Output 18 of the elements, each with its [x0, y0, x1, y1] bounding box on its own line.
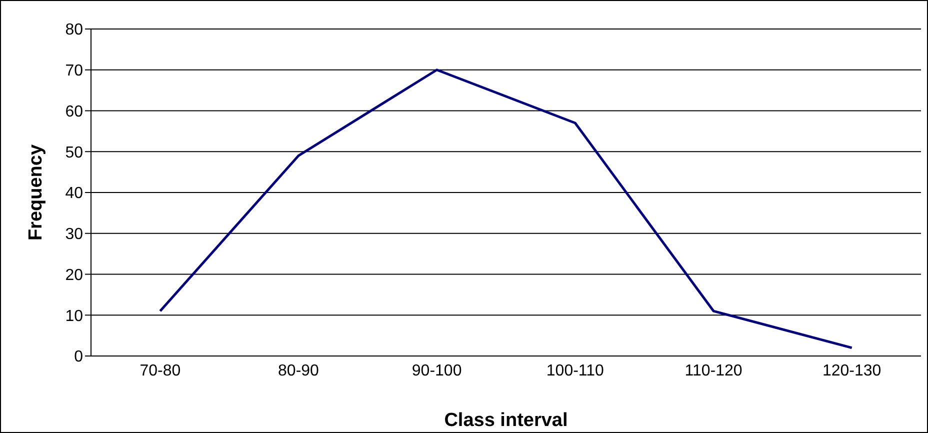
line-series: [158, 68, 854, 350]
x-tick-label: 100-110: [546, 362, 604, 380]
x-tick-label: 110-120: [684, 362, 742, 380]
y-tick-label: 80: [65, 22, 84, 39]
y-tick-label: 20: [65, 266, 84, 284]
y-axis-title: Frequency: [26, 144, 47, 241]
y-tick-label: 50: [65, 144, 84, 162]
x-tick-label: 80-90: [278, 362, 320, 380]
x-tick-label: 70-80: [140, 362, 181, 380]
x-tick-label: 90-100: [412, 362, 462, 380]
y-tick-label: 70: [65, 62, 84, 80]
y-tick-label: 30: [65, 226, 84, 244]
x-tick-label: 120-130: [822, 362, 882, 380]
y-tick-label: 60: [65, 103, 84, 120]
x-axis-title: Class interval: [444, 410, 568, 431]
y-tick-label: 10: [65, 308, 84, 325]
y-tick-label: 40: [65, 185, 84, 202]
y-tick-label: 0: [74, 348, 84, 366]
